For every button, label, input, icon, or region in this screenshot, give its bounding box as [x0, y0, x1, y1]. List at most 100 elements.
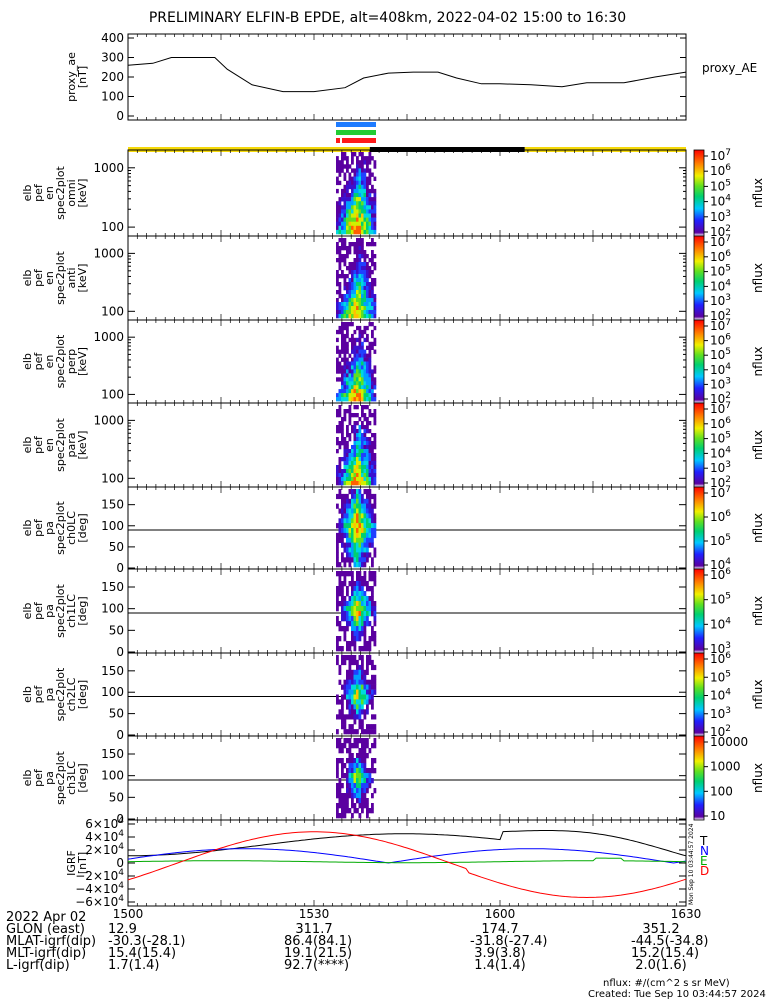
spectrogram-cell — [351, 489, 354, 495]
spectrogram-cell — [343, 381, 347, 386]
spectrogram-cell — [358, 694, 362, 700]
spectrogram-cell — [336, 591, 339, 597]
spectrogram-cell — [353, 290, 357, 295]
spectrogram-frame — [127, 735, 687, 821]
spectrogram-cell — [353, 704, 357, 710]
spectrogram-cell — [366, 601, 369, 607]
spectrogram-cell — [353, 611, 357, 617]
spectrogram-cell — [363, 381, 367, 386]
spectrogram-cell — [358, 763, 362, 769]
spectrogram-cell — [343, 310, 347, 315]
spectrogram-cell — [351, 345, 354, 350]
colorbar-tick-label: 103 — [710, 460, 731, 475]
spectrogram-cell — [366, 365, 369, 370]
spectrogram-cell — [338, 172, 342, 177]
spectrogram-cell — [336, 606, 339, 612]
spectrogram-cell — [348, 684, 352, 690]
spectrogram-cell — [363, 523, 367, 529]
spectrogram-cell — [346, 542, 349, 548]
spectrogram-cell — [343, 152, 347, 157]
spectrogram-cell — [351, 571, 354, 577]
spectrogram-cell — [336, 641, 339, 647]
spectrogram-cell — [343, 576, 347, 582]
spectrogram-cell — [341, 798, 344, 804]
spectrogram-cell — [353, 270, 357, 275]
spectrogram-cell — [343, 314, 347, 319]
spectrogram-cell — [348, 209, 352, 214]
spectrogram-cell — [348, 596, 352, 602]
spectrogram-cell — [353, 655, 357, 661]
spectrogram-cell — [353, 193, 357, 198]
spectrogram-cell — [336, 768, 339, 774]
spectrogram-cell — [373, 601, 377, 607]
spectrogram-cell — [348, 250, 352, 255]
spectrogram-cell — [373, 477, 377, 482]
spectrogram-cell — [346, 788, 349, 794]
spectrogram-cell — [358, 813, 362, 819]
spectrogram-cell — [361, 205, 364, 210]
spectrogram-cell — [361, 503, 364, 509]
spectrogram-cell — [373, 213, 377, 218]
spectrogram-cell — [371, 310, 374, 315]
spectrogram-cell — [341, 365, 344, 370]
spectrogram-cell — [351, 152, 354, 157]
spectrogram-cell — [361, 180, 364, 186]
spectrogram-cell — [356, 758, 359, 764]
spectrogram-cell — [368, 377, 372, 382]
spectrogram-cell — [351, 659, 354, 666]
spectrogram-cell — [361, 246, 364, 251]
spectrogram-cell — [346, 213, 349, 218]
spectrogram-cell — [336, 258, 339, 263]
spectrogram-cell — [356, 441, 359, 446]
spectrogram-cell — [368, 528, 372, 534]
spectrogram-cell — [351, 513, 354, 519]
spectrogram-cell — [336, 562, 339, 568]
spectrogram-cell — [358, 197, 362, 202]
spectrogram-cell — [366, 684, 369, 690]
spectrogram-cell — [341, 803, 344, 809]
spectrogram-cell — [346, 286, 349, 291]
spectrogram-cell — [338, 798, 342, 804]
spectrogram-cell — [358, 246, 362, 251]
spectrogram-cell — [373, 453, 377, 458]
spectrogram-cell — [363, 788, 367, 794]
spectrogram-cell — [371, 286, 374, 291]
spectrogram-cell — [351, 453, 354, 458]
zone-bar-red — [336, 138, 376, 143]
spectrogram-cell — [363, 417, 367, 422]
spectrogram-cell — [358, 778, 362, 784]
spectrogram-cell — [366, 282, 369, 287]
spectrogram-cell — [338, 679, 342, 685]
spectrogram-cell — [363, 201, 367, 206]
spectrogram-cell — [361, 709, 364, 715]
spectrogram-cell — [343, 205, 347, 210]
spectrogram-cell — [371, 229, 374, 235]
spectrogram-cell — [343, 557, 347, 563]
spectrogram-cell — [368, 601, 372, 607]
spectrogram-cell — [351, 184, 354, 190]
spectrogram-cell — [363, 709, 367, 715]
spectrogram-cell — [363, 689, 367, 695]
spectrogram-cell — [368, 537, 372, 543]
spectrogram-cell — [343, 729, 347, 735]
zone-bar-green — [336, 130, 376, 135]
spectrogram-cell — [368, 586, 372, 592]
spectrogram-cell — [341, 714, 344, 720]
spectrogram-cell — [371, 523, 374, 529]
spectrogram-cell — [361, 393, 364, 398]
spectrogram-cell — [361, 763, 364, 769]
spectrogram-cell — [346, 310, 349, 315]
colorbar-tick-label: 104 — [710, 194, 731, 209]
spectrogram-cell — [363, 377, 367, 382]
spectrogram-cell — [348, 659, 352, 666]
spectrogram-cell — [346, 679, 349, 685]
spectrogram-cell — [346, 513, 349, 519]
spectrogram-cell — [336, 302, 339, 307]
spectrogram-cell — [358, 417, 362, 422]
spectrogram-cell — [343, 172, 347, 177]
spectrogram-cell — [358, 437, 362, 442]
spectrogram-cell — [366, 425, 369, 430]
spectrogram-cell — [351, 180, 354, 186]
spectrogram-cell — [336, 282, 339, 287]
spectrogram-cell — [351, 477, 354, 482]
